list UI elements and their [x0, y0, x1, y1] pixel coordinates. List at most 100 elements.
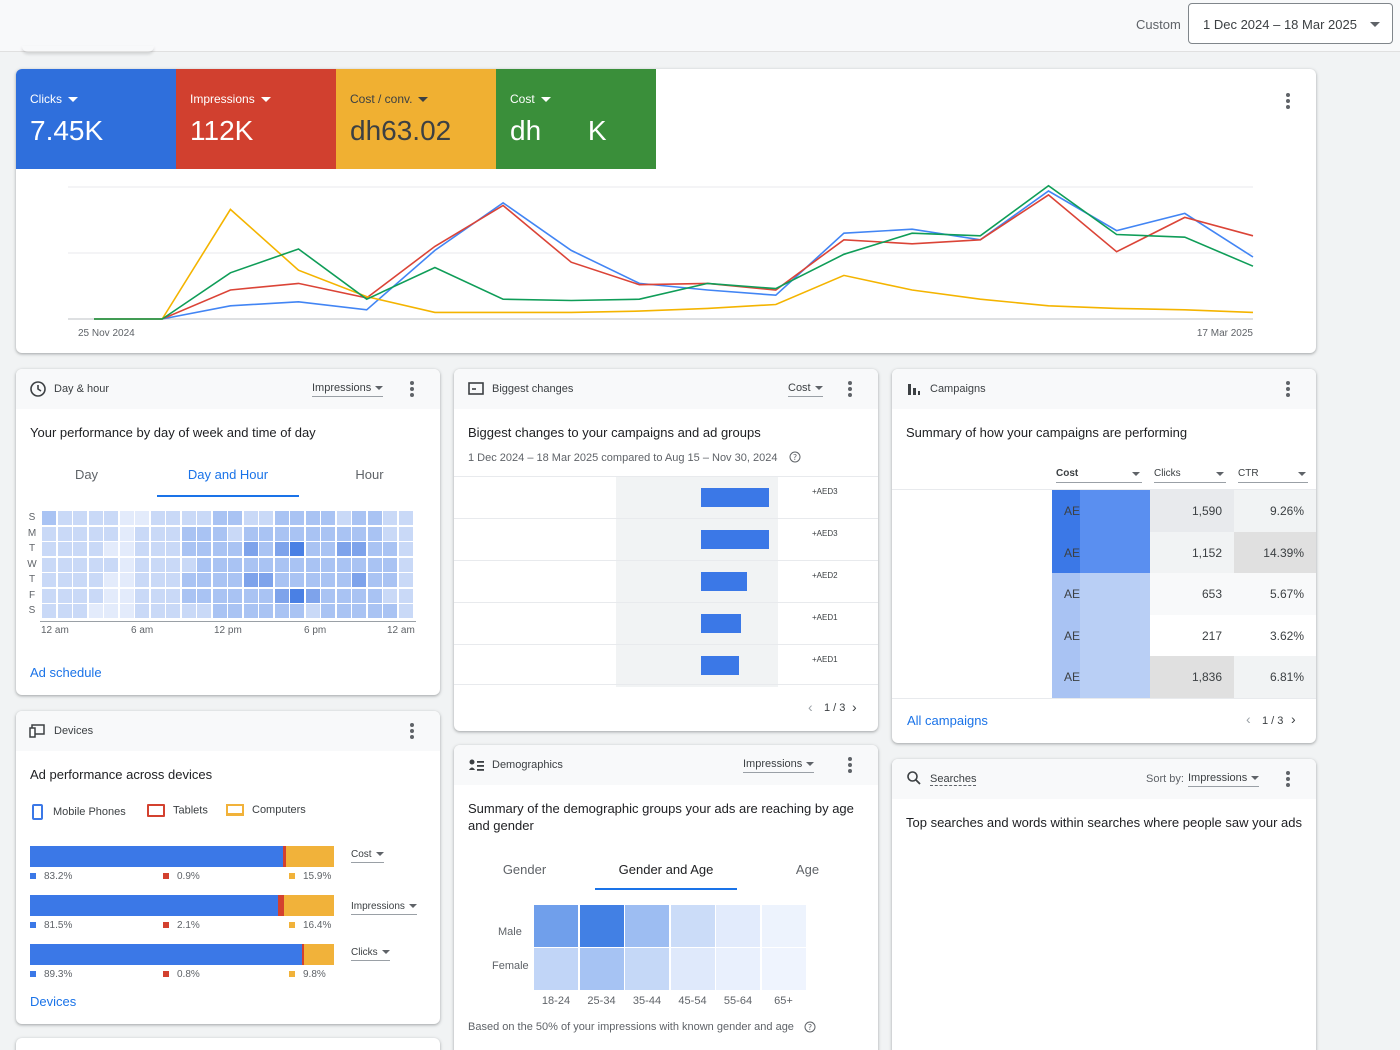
- change-row[interactable]: +AED2: [454, 560, 878, 603]
- metric-tile-impressions[interactable]: Impressions 112K: [176, 69, 336, 169]
- more-options-icon[interactable]: [410, 381, 414, 397]
- tab-gender-and-age[interactable]: Gender and Age: [595, 862, 737, 890]
- metric-tile-cost-per-conv[interactable]: Cost / conv. dh63.02: [336, 69, 496, 169]
- metric-dropdown[interactable]: Cost: [788, 382, 823, 397]
- device-metric-dropdown[interactable]: Clicks: [351, 947, 390, 961]
- card-description: Top searches and words within searches w…: [906, 815, 1302, 830]
- more-options-icon[interactable]: [410, 723, 414, 739]
- heatmap-cell: [383, 557, 397, 572]
- heatmap-cell: [57, 604, 72, 618]
- more-options-icon[interactable]: [1286, 771, 1290, 787]
- campaign-row[interactable]: AE 1,152 14.39%: [1052, 531, 1316, 574]
- column-header-clicks[interactable]: Clicks: [1154, 468, 1226, 483]
- device-metric-dropdown[interactable]: Impressions: [351, 901, 417, 915]
- cost-bar: [1080, 531, 1150, 574]
- device-bar[interactable]: [30, 895, 334, 916]
- heatmap-cell: [228, 557, 242, 572]
- hour-tick-label: 12 am: [41, 625, 69, 636]
- divider: [892, 489, 1316, 490]
- chevron-right-icon[interactable]: ›: [852, 699, 857, 715]
- chevron-left-icon[interactable]: ‹: [1246, 711, 1251, 727]
- dropdown-value: Impressions: [1188, 772, 1248, 784]
- heatmap-cell: [243, 542, 258, 556]
- heatmap-cell: [42, 573, 56, 587]
- heatmap-cell: [73, 511, 87, 525]
- device-bar[interactable]: [30, 846, 334, 867]
- cost-bar: [1080, 656, 1150, 699]
- heatmap-cell: [243, 588, 258, 603]
- age-label: 35-44: [632, 995, 662, 1007]
- x-tick-start: 25 Nov 2024: [78, 328, 135, 339]
- heatmap-cell: [135, 542, 149, 556]
- heatmap-cell: [181, 588, 196, 603]
- heatmap-cell: [42, 604, 56, 618]
- campaign-row[interactable]: AE 653 5.67%: [1052, 573, 1316, 616]
- heatmap-cell: [290, 573, 304, 587]
- heatmap-cell: [166, 542, 180, 556]
- heatmap-cell: [57, 573, 72, 587]
- tab-day-and-hour[interactable]: Day and Hour: [157, 467, 299, 497]
- devices-link[interactable]: Devices: [30, 994, 77, 1009]
- metric-value: 112K: [190, 115, 254, 146]
- change-value: +AED2: [812, 571, 838, 580]
- help-icon[interactable]: ?: [804, 1021, 816, 1033]
- heatmap-cell: [383, 511, 397, 525]
- campaign-row[interactable]: AE 1,590 9.26%: [1052, 490, 1316, 532]
- campaign-row[interactable]: AE 1,836 6.81%: [1052, 656, 1316, 699]
- legend-swatch: [30, 971, 36, 978]
- change-row[interactable]: +AED1: [454, 602, 878, 645]
- device-bar[interactable]: [30, 944, 334, 965]
- sort-dropdown[interactable]: Impressions: [1188, 772, 1260, 787]
- tablet-percent: 0.8%: [163, 969, 200, 980]
- metric-tile-cost[interactable]: Cost dh K: [496, 69, 656, 169]
- metric-dropdown[interactable]: Impressions: [743, 758, 815, 773]
- heatmap-cell: [398, 573, 413, 587]
- heatmap-cell: [321, 573, 335, 587]
- heatmap-cell: [290, 511, 304, 525]
- heatmap-cell: [119, 573, 134, 587]
- heatmap-cell: [398, 542, 413, 556]
- change-row[interactable]: +AED3: [454, 476, 878, 519]
- heatmap-cell: [73, 588, 87, 603]
- column-header-ctr[interactable]: CTR: [1238, 468, 1308, 483]
- computer-percent: 16.4%: [289, 920, 331, 931]
- date-range-picker[interactable]: 1 Dec 2024 – 18 Mar 2025: [1188, 3, 1393, 44]
- ad-schedule-link[interactable]: Ad schedule: [30, 665, 102, 680]
- metric-tile-clicks[interactable]: Clicks 7.45K: [16, 69, 176, 169]
- tab-day[interactable]: Day: [74, 467, 99, 482]
- legend-swatch: [30, 922, 36, 929]
- chevron-left-icon[interactable]: ‹: [808, 699, 813, 715]
- devices-card: Devices Ad performance across devices Mo…: [16, 711, 440, 1024]
- overview-card: Clicks 7.45K Impressions 112K Cost / con…: [16, 69, 1316, 353]
- caret-down-icon: [375, 386, 384, 391]
- heatmap-cell: [259, 604, 273, 618]
- heatmap-cell: [352, 588, 366, 603]
- tab-hour[interactable]: Hour: [355, 467, 384, 482]
- tab-age[interactable]: Age: [795, 862, 820, 877]
- all-campaigns-link[interactable]: All campaigns: [907, 713, 988, 728]
- heatmap-cell: [119, 542, 134, 556]
- tab-bar: Day Day and Hour Hour: [16, 467, 440, 497]
- campaign-row[interactable]: AE 217 3.62%: [1052, 614, 1316, 657]
- more-options-icon[interactable]: [848, 757, 852, 773]
- tab-gender[interactable]: Gender: [502, 862, 547, 877]
- more-options-icon[interactable]: [1286, 93, 1290, 109]
- heatmap-cell: [243, 511, 258, 525]
- column-header-cost[interactable]: Cost: [1056, 468, 1142, 483]
- device-metric-dropdown[interactable]: Cost: [351, 849, 384, 863]
- caret-down-icon: [1251, 776, 1260, 781]
- heatmap-cell: [352, 573, 366, 587]
- more-options-icon[interactable]: [848, 381, 852, 397]
- age-label: 25-34: [587, 995, 616, 1007]
- clicks-value: 217: [1201, 628, 1222, 643]
- svg-text:?: ?: [793, 453, 797, 462]
- metric-dropdown[interactable]: Impressions: [312, 382, 384, 397]
- more-options-icon[interactable]: [1286, 381, 1290, 397]
- heatmap-cell: [290, 588, 304, 603]
- changes-icon: [468, 382, 484, 395]
- legend-swatch: [163, 922, 169, 929]
- change-row[interactable]: +AED3: [454, 518, 878, 561]
- chevron-right-icon[interactable]: ›: [1291, 711, 1296, 727]
- change-row[interactable]: +AED1: [454, 644, 878, 687]
- help-icon[interactable]: ?: [789, 451, 801, 463]
